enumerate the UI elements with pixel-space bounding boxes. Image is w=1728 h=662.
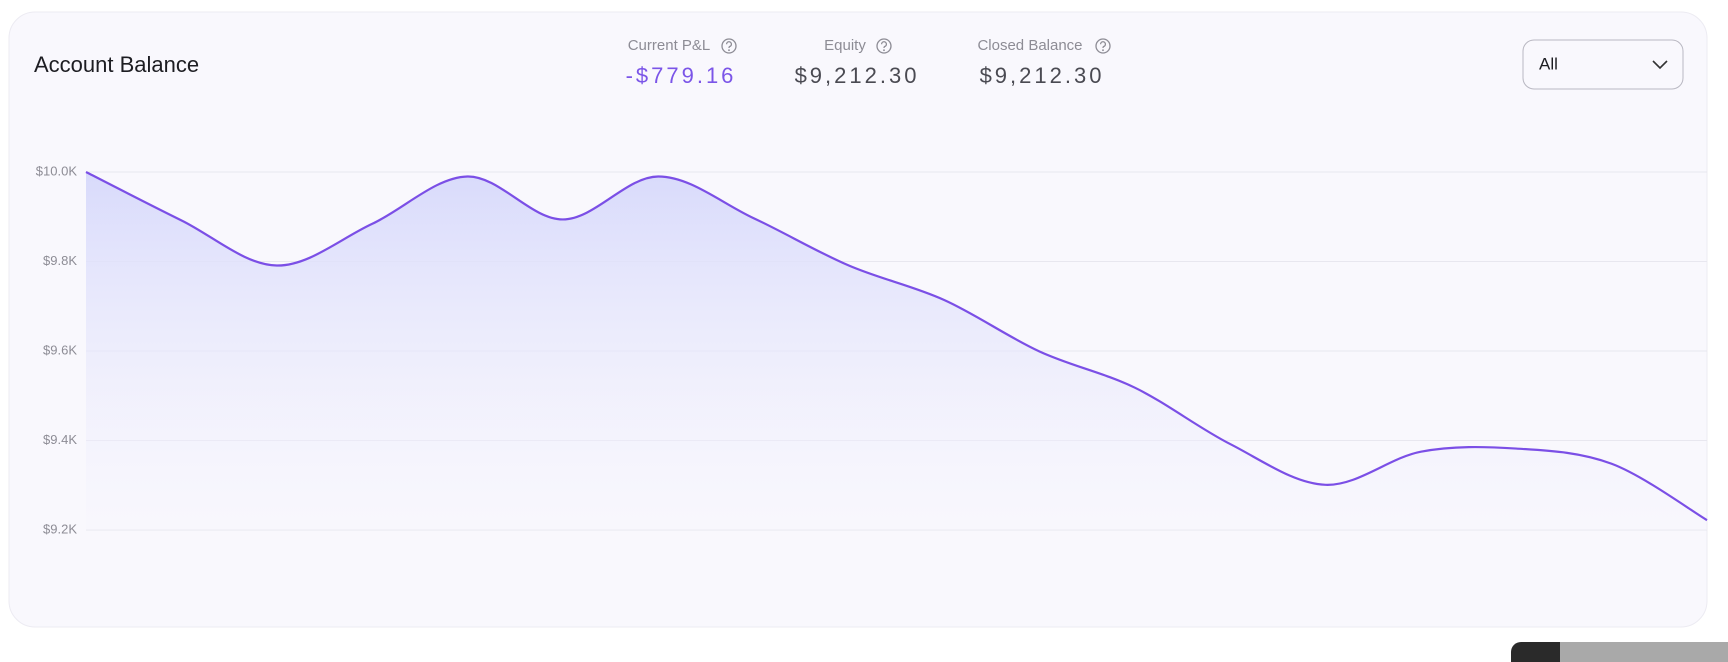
- dropdown-box[interactable]: [1522, 39, 1684, 90]
- y-tick-label: $10.0K: [36, 163, 78, 178]
- area-fill: [86, 172, 1707, 530]
- stat: Current P&L -$779.16: [626, 37, 737, 88]
- chevron: [1652, 60, 1668, 70]
- filter-dropdown[interactable]: All: [1522, 39, 1684, 90]
- y-tick-label: $9.2K: [43, 521, 77, 536]
- stat-value: $9,212.30: [980, 63, 1105, 88]
- balance-line: [85, 171, 1708, 522]
- y-tick-label: $9.6K: [43, 342, 77, 357]
- stat-label: Equity: [824, 37, 866, 54]
- card-title: Account Balance: [34, 52, 199, 77]
- overlay-thumbnail-image: [1560, 642, 1728, 662]
- y-tick-label: $9.4K: [43, 432, 77, 447]
- chart: $10.0K $9.8K $9.6K $9.4K $9.2K: [36, 163, 1708, 536]
- stat-label: Current P&L: [628, 37, 711, 54]
- stat-label: Closed Balance: [977, 37, 1082, 54]
- y-tick-label: $9.8K: [43, 253, 77, 268]
- stat-value: $9,212.30: [795, 63, 920, 88]
- dropdown-value: All: [1539, 54, 1558, 73]
- stat: Closed Balance $9,212.30: [977, 37, 1111, 88]
- stat-value: -$779.16: [626, 63, 737, 88]
- stat: Equity $9,212.30: [795, 37, 920, 88]
